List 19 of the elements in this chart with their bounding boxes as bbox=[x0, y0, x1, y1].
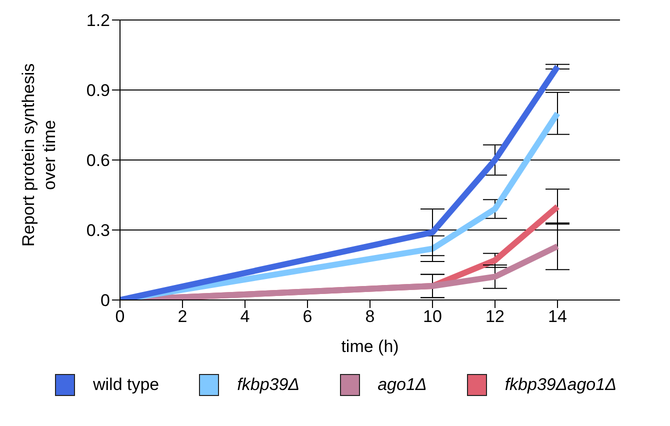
x-tick-label: 0 bbox=[115, 307, 125, 326]
x-tick-label: 12 bbox=[486, 307, 504, 326]
x-tick-label: 6 bbox=[302, 307, 312, 326]
x-tick-label: 10 bbox=[423, 307, 442, 326]
y-tick-label: 0.6 bbox=[86, 151, 110, 170]
y-tick-label: 0.3 bbox=[86, 221, 110, 240]
legend-label: ago1Δ bbox=[378, 375, 427, 395]
x-tick-label: 4 bbox=[240, 307, 250, 326]
legend-label: fkbp39Δ bbox=[237, 375, 300, 395]
y-tick-label: 1.2 bbox=[86, 11, 110, 30]
x-axis-title: time (h) bbox=[341, 337, 399, 356]
legend-label: fkbp39Δago1Δ bbox=[504, 375, 616, 395]
y-tick-label: 0.9 bbox=[86, 81, 110, 100]
y-axis-title: Report protein synthesis over time bbox=[19, 63, 59, 247]
y-tick-label: 0 bbox=[100, 291, 110, 310]
legend-label: wild type bbox=[93, 375, 160, 395]
x-tick-label: 14 bbox=[548, 307, 567, 326]
x-tick-label: 2 bbox=[178, 307, 188, 326]
x-tick-label: 8 bbox=[365, 307, 375, 326]
